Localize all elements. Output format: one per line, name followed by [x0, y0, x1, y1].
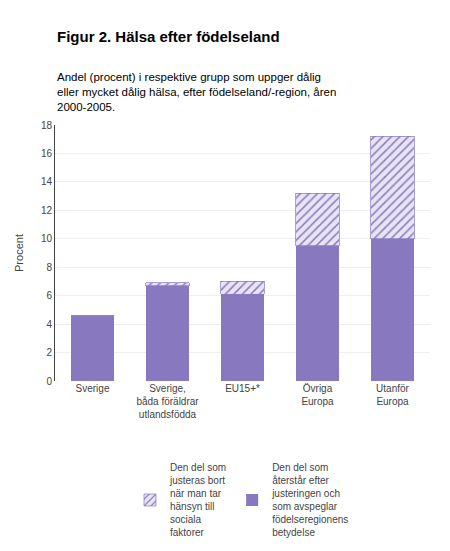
svg-text:4: 4 — [46, 319, 52, 330]
svg-text:Sverige,båda föräldrarutlandsf: Sverige,båda föräldrarutlandsfödda — [136, 383, 199, 420]
svg-text:2: 2 — [46, 347, 52, 358]
svg-text:EU15+*: EU15+* — [225, 383, 260, 394]
svg-text:10: 10 — [41, 233, 53, 244]
svg-text:8: 8 — [46, 262, 52, 273]
svg-text:ÖvrigaEuropa: ÖvrigaEuropa — [301, 383, 334, 407]
svg-text:Sverige: Sverige — [76, 383, 110, 394]
svg-text:14: 14 — [41, 176, 53, 187]
svg-text:18: 18 — [41, 120, 53, 131]
svg-text:0: 0 — [46, 376, 52, 387]
svg-text:Procent: Procent — [13, 234, 25, 272]
svg-text:Figur 2. Hälsa efter födelsela: Figur 2. Hälsa efter födelseland — [57, 28, 280, 45]
svg-text:Den del somjusteras bortnär ma: Den del somjusteras bortnär man tarhänsy… — [169, 462, 226, 538]
svg-text:Den del somåterstår efterjuste: Den del somåterstår efterjusteringen och… — [271, 462, 348, 538]
svg-text:UtanförEuropa: UtanförEuropa — [376, 383, 409, 407]
svg-text:6: 6 — [46, 290, 52, 301]
svg-text:12: 12 — [41, 205, 53, 216]
svg-text:Andel (procent) i respektive g: Andel (procent) i respektive grupp som u… — [57, 71, 336, 113]
svg-text:16: 16 — [41, 148, 53, 159]
